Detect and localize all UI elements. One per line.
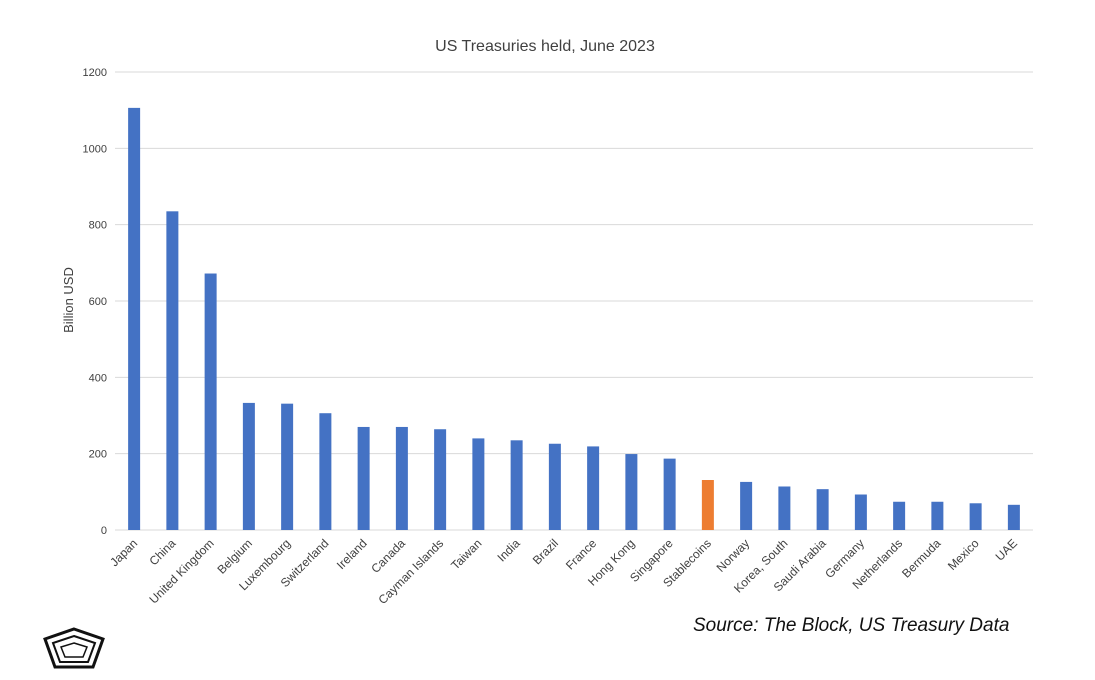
- y-tick-label: 200: [89, 449, 107, 461]
- bar-stablecoins: [701, 480, 714, 530]
- bar-india: [510, 440, 523, 530]
- y-tick-label: 400: [89, 372, 107, 384]
- bar-norway: [740, 481, 753, 530]
- bar-japan: [128, 107, 141, 531]
- y-axis-label: Billion USD: [61, 267, 76, 333]
- bar-china: [166, 211, 179, 530]
- y-tick-label: 800: [89, 220, 107, 232]
- x-tick-label: Japan: [107, 536, 140, 569]
- source-note: Source: The Block, US Treasury Data: [693, 615, 1010, 636]
- x-tick-label: France: [563, 536, 600, 573]
- x-tick-label: Bermuda: [899, 536, 944, 581]
- x-tick-label: Ireland: [334, 536, 370, 572]
- bar-uae: [1007, 504, 1020, 530]
- bar-taiwan: [472, 438, 485, 530]
- bar-cayman-islands: [434, 429, 447, 530]
- bar-germany: [854, 494, 867, 530]
- bar-hong-kong: [625, 454, 638, 530]
- bar-switzerland: [319, 413, 332, 530]
- chart-title: US Treasuries held, June 2023: [435, 38, 655, 55]
- bar-ireland: [357, 426, 370, 530]
- bar-bermuda: [931, 501, 944, 530]
- x-tick-label: Taiwan: [448, 536, 484, 572]
- bar-luxembourg: [281, 403, 294, 530]
- y-tick-labels: 0 200 400 600 800 1000 1200: [83, 67, 107, 537]
- bars: [128, 107, 1020, 531]
- y-tick-label: 0: [101, 525, 107, 537]
- x-tick-label: China: [146, 536, 178, 568]
- bar-netherlands: [893, 501, 906, 530]
- y-tick-label: 1000: [83, 143, 107, 155]
- x-tick-label: UAE: [993, 536, 1020, 563]
- bar-saudi-arabia: [816, 489, 829, 530]
- x-tick-label: Brazil: [530, 536, 561, 567]
- bar-france: [587, 446, 600, 530]
- bar-belgium: [242, 402, 255, 530]
- x-tick-label: India: [494, 536, 523, 565]
- bar-united-kingdom: [204, 273, 217, 530]
- bar-canada: [395, 426, 408, 530]
- bar-mexico: [969, 503, 982, 530]
- bar-brazil: [548, 443, 561, 530]
- gridlines: [115, 71, 1033, 531]
- x-tick-label: Mexico: [945, 536, 982, 573]
- bar-korea-south: [778, 486, 791, 530]
- bar-singapore: [663, 458, 676, 530]
- y-tick-label: 1200: [83, 67, 107, 79]
- pentagon-logo-icon: [43, 627, 105, 669]
- y-tick-label: 600: [89, 296, 107, 308]
